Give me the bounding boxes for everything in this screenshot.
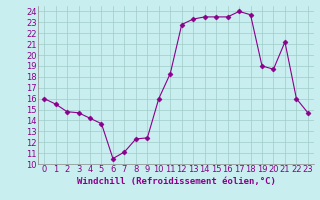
X-axis label: Windchill (Refroidissement éolien,°C): Windchill (Refroidissement éolien,°C) bbox=[76, 177, 276, 186]
